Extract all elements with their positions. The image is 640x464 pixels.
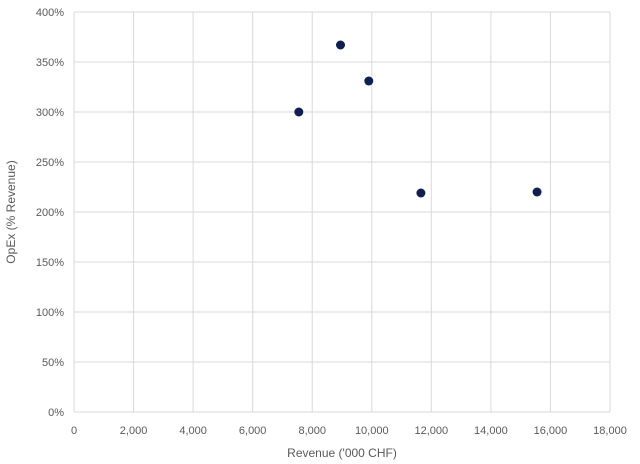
- data-point: [364, 76, 374, 86]
- x-tick-label: 10,000: [355, 425, 389, 437]
- data-point: [336, 40, 346, 50]
- x-tick-label: 12,000: [415, 425, 449, 437]
- x-tick-label: 2,000: [120, 425, 148, 437]
- y-tick-label: 200%: [36, 207, 64, 219]
- y-tick-label: 350%: [36, 57, 64, 69]
- data-point: [532, 187, 542, 197]
- data-point: [416, 188, 426, 198]
- y-tick-label: 400%: [36, 7, 64, 19]
- x-tick-label: 6,000: [239, 425, 267, 437]
- y-tick-label: 300%: [36, 107, 64, 119]
- y-tick-label: 150%: [36, 257, 64, 269]
- y-tick-label: 0%: [48, 407, 64, 419]
- x-tick-label: 14,000: [474, 425, 508, 437]
- y-tick-label: 250%: [36, 157, 64, 169]
- x-tick-label: 18,000: [593, 425, 627, 437]
- x-tick-label: 16,000: [534, 425, 568, 437]
- x-axis-title: Revenue ('000 CHF): [287, 446, 397, 460]
- y-axis-title: OpEx (% Revenue): [4, 160, 18, 263]
- x-tick-label: 4,000: [179, 425, 207, 437]
- y-tick-label: 100%: [36, 307, 64, 319]
- data-point: [294, 107, 304, 117]
- y-tick-label: 50%: [42, 357, 64, 369]
- x-tick-label: 0: [71, 425, 77, 437]
- data-points: [294, 40, 542, 198]
- x-tick-label: 8,000: [298, 425, 326, 437]
- x-axis-tick-labels: 0 2,000 4,000 6,000 8,000 10,000 12,000 14,000 1…: [71, 425, 627, 437]
- gridlines: [73, 11, 611, 413]
- y-axis-tick-labels: 0% 50% 100% 150% 200% 250% 300% 350% 400%: [36, 7, 64, 419]
